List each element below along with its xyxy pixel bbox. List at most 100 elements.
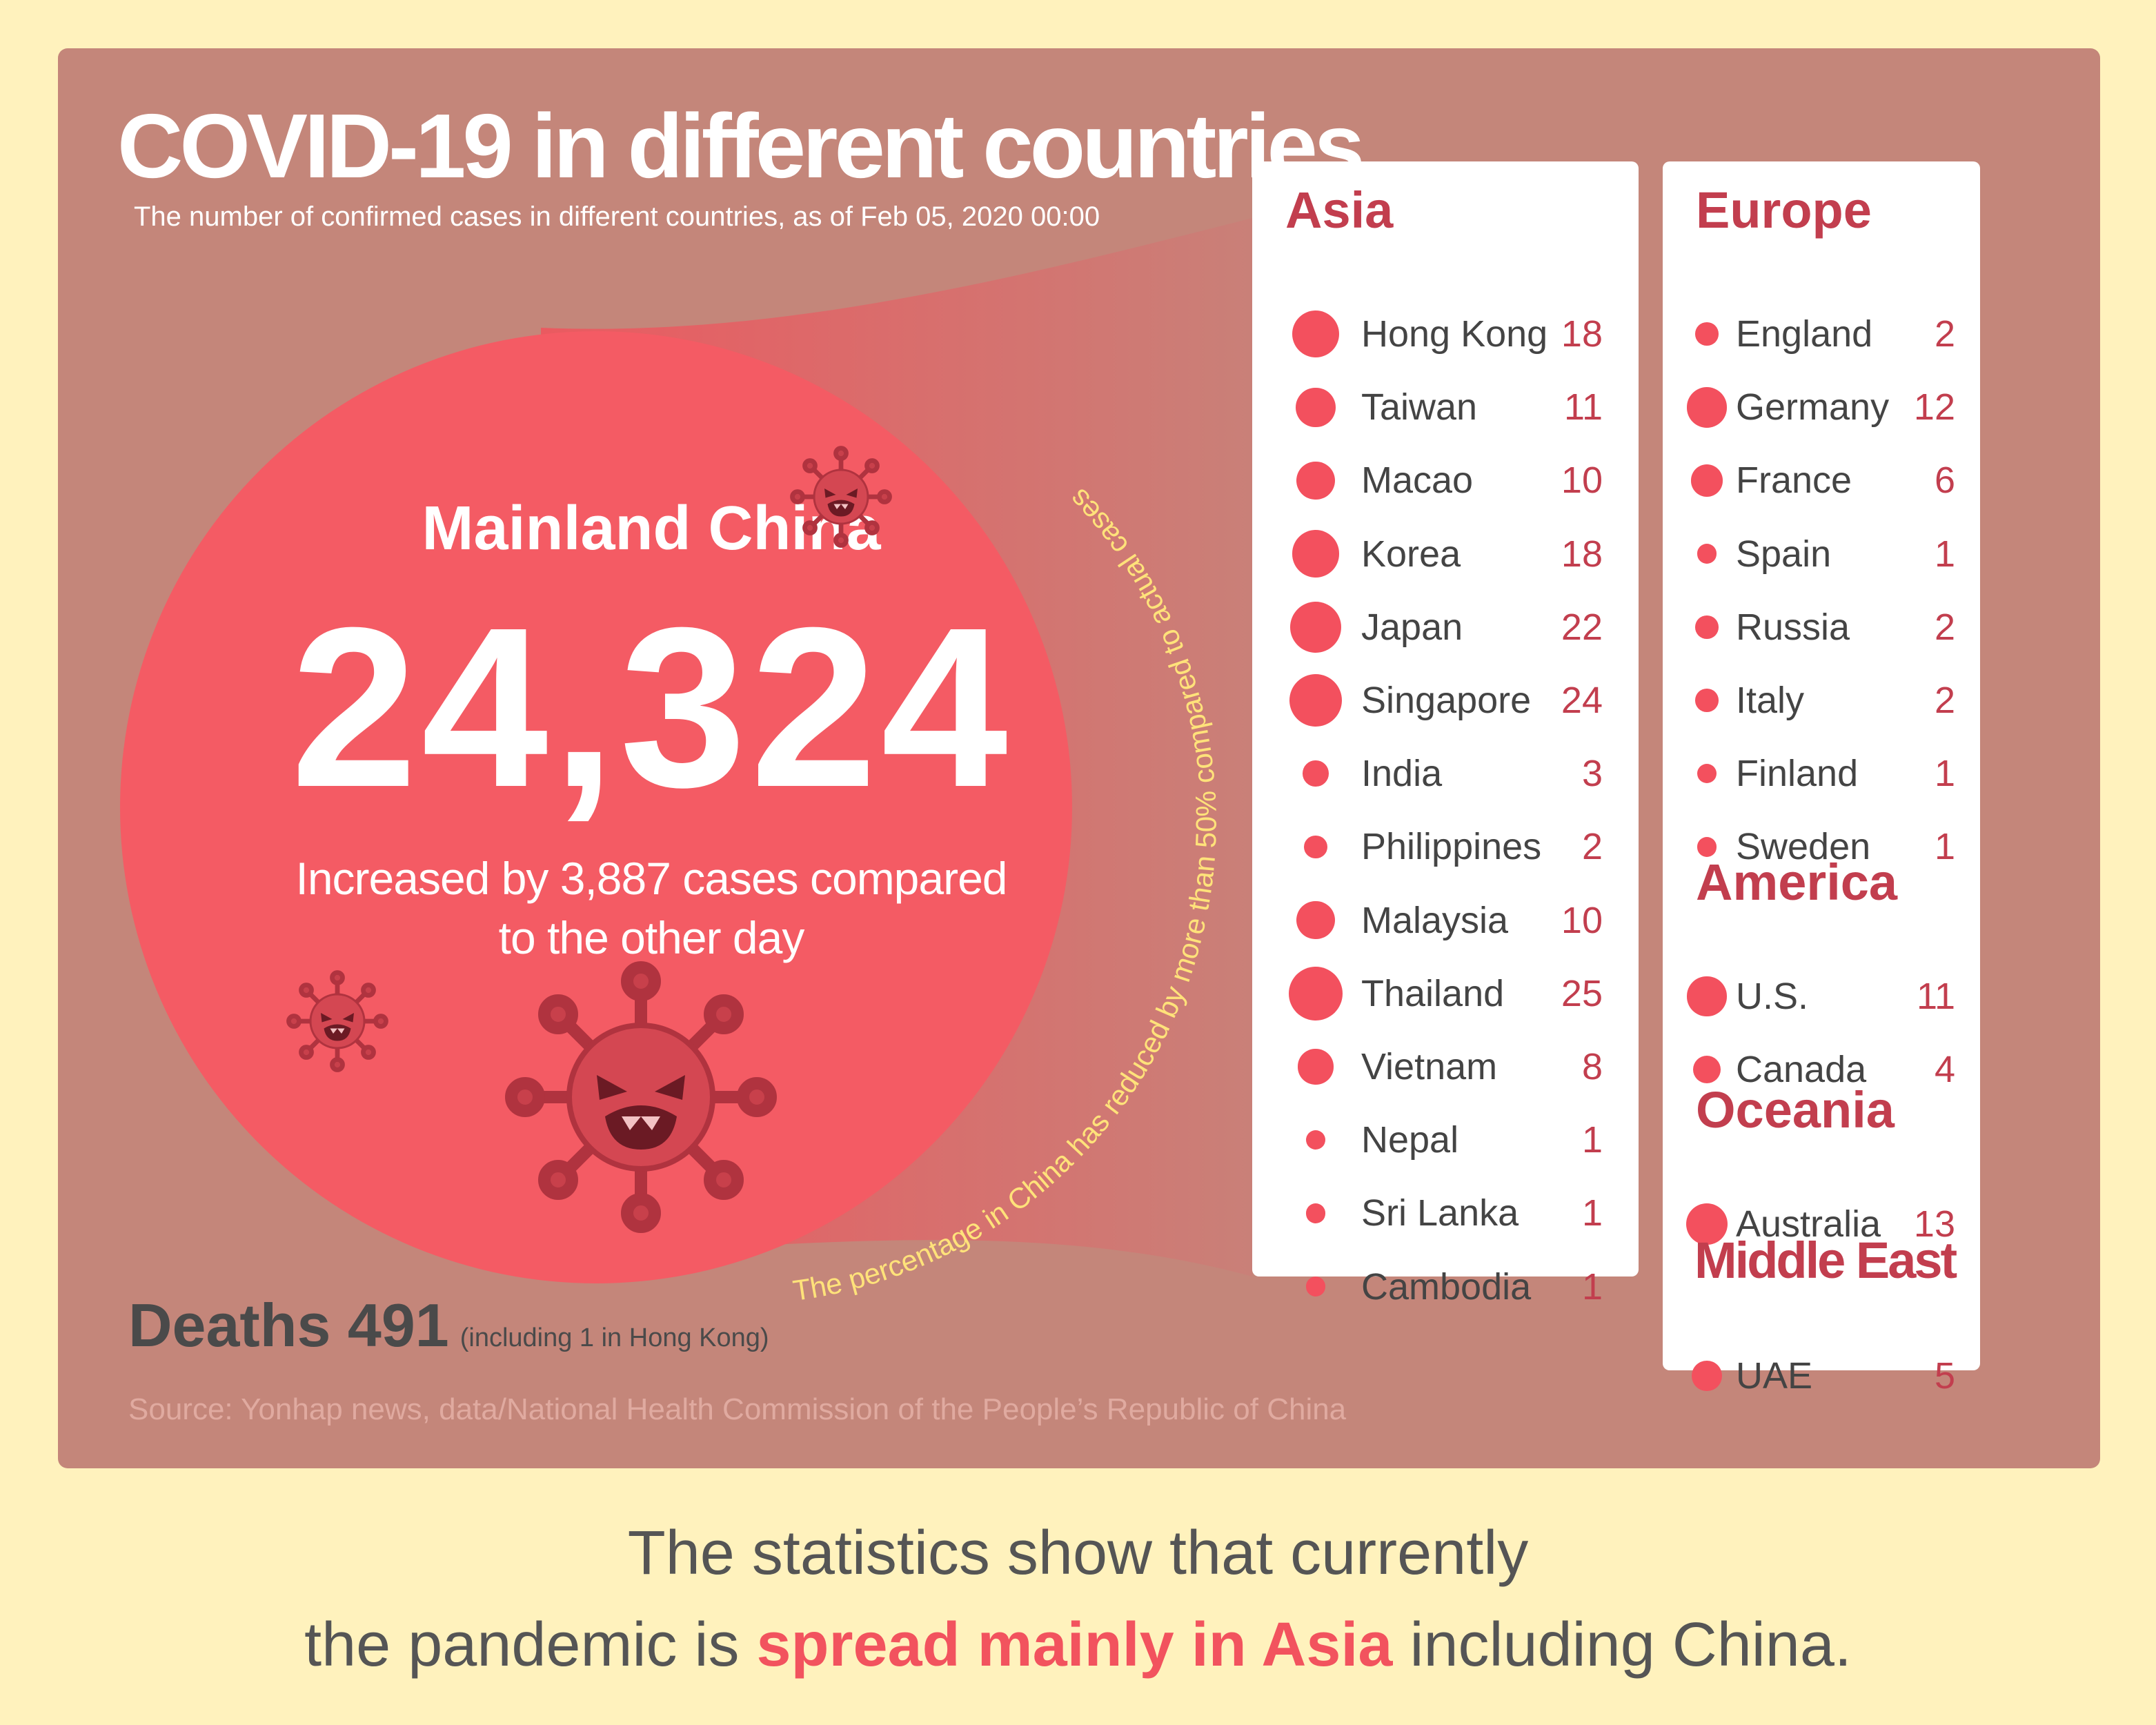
country-row: Nepal 1: [1252, 1112, 1639, 1167]
case-dot: [1289, 601, 1342, 653]
country-cases: 10: [1561, 460, 1603, 502]
country-name: Hong Kong: [1361, 313, 1548, 355]
country-row: Sweden 1: [1663, 819, 1980, 874]
case-dot: [1292, 530, 1340, 578]
country-row: Vietnam 8: [1252, 1039, 1639, 1094]
china-count: 24,324: [290, 580, 1012, 834]
case-dot: [1292, 310, 1340, 358]
bottom-line2-pre: the pandemic is: [304, 1610, 757, 1679]
country-cases: 18: [1561, 533, 1603, 575]
country-cases: 24: [1561, 680, 1603, 721]
case-dot: [1296, 461, 1335, 500]
country-cases: 1: [1581, 1119, 1603, 1161]
country-name: Germany: [1736, 386, 1890, 428]
country-name: Russia: [1736, 606, 1850, 648]
page-subtitle: The number of confirmed cases in differe…: [134, 201, 1100, 232]
country-name: India: [1361, 753, 1443, 795]
country-name: Singapore: [1361, 680, 1532, 721]
country-cases: 1: [1581, 1265, 1603, 1308]
country-row: Japan 22: [1252, 600, 1639, 655]
country-row: Singapore 24: [1252, 673, 1639, 728]
case-dot: [1686, 386, 1728, 428]
country-row: Russia 2: [1663, 600, 1980, 655]
other-regions-card: Europe England 2 Germany 12 France 6 Spain 1 Rus…: [1663, 161, 1980, 1397]
virus-icon: [503, 959, 779, 1235]
source-note: Source: Yonhap news, data/National Healt…: [128, 1392, 1347, 1426]
country-cases: 25: [1561, 972, 1603, 1014]
country-cases: 1: [1934, 533, 1955, 575]
case-dot: [1298, 1049, 1334, 1085]
country-cases: 4: [1934, 1049, 1955, 1090]
country-name: Vietnam: [1361, 1046, 1498, 1087]
case-dot: [1695, 689, 1719, 712]
case-dot: [1697, 544, 1717, 564]
country-cases: 13: [1913, 1203, 1955, 1245]
deaths: Deaths 491 (including 1 in Hong Kong): [128, 1290, 769, 1361]
bottom-line2: the pandemic is spread mainly in Asia in…: [0, 1610, 2156, 1681]
case-dot: [1695, 615, 1719, 639]
country-cases: 22: [1561, 606, 1603, 648]
country-name: Taiwan: [1361, 386, 1478, 428]
country-cases: 8: [1581, 1046, 1603, 1087]
china-increase-line1: Increased by 3,887 cases compared: [295, 853, 1008, 904]
country-row: Hong Kong 18: [1252, 306, 1639, 362]
country-row: UAE 5: [1663, 1348, 1980, 1403]
case-dot: [1692, 1055, 1721, 1084]
virus-icon: [789, 445, 893, 549]
region-title-europe: Europe: [1696, 181, 1872, 239]
case-dot: [1692, 1361, 1722, 1391]
case-dot: [1305, 1276, 1326, 1297]
case-dot: [1305, 1203, 1326, 1223]
country-cases: 2: [1581, 826, 1603, 868]
country-name: U.S.: [1736, 976, 1809, 1017]
china-increase-line2: to the other day: [498, 912, 805, 963]
country-name: Malaysia: [1361, 899, 1509, 941]
country-name: Macao: [1361, 460, 1474, 502]
china-label: Mainland China: [422, 494, 881, 563]
country-name: England: [1736, 313, 1873, 355]
country-name: France: [1736, 460, 1852, 502]
country-cases: 18: [1561, 313, 1603, 355]
country-row: England 2: [1663, 306, 1980, 362]
case-dot: [1289, 673, 1343, 727]
country-name: Australia: [1736, 1203, 1881, 1245]
case-dot: [1304, 835, 1327, 859]
country-row: Cambodia 1: [1252, 1259, 1639, 1314]
country-cases: 11: [1916, 976, 1955, 1017]
region-title-asia: Asia: [1285, 181, 1394, 239]
case-dot: [1296, 387, 1336, 427]
country-cases: 12: [1913, 386, 1955, 428]
country-cases: 2: [1934, 680, 1955, 721]
china-increase: Increased by 3,887 cases compared to the…: [230, 849, 1072, 967]
country-cases: 11: [1563, 386, 1603, 428]
country-cases: 2: [1934, 313, 1955, 355]
country-cases: 10: [1561, 899, 1603, 941]
country-cases: 1: [1934, 753, 1955, 795]
case-dot: [1289, 966, 1343, 1021]
country-row: Malaysia 10: [1252, 893, 1639, 948]
country-row: Korea 18: [1252, 526, 1639, 582]
country-cases: 5: [1934, 1355, 1955, 1397]
country-row: Sri Lanka 1: [1252, 1185, 1639, 1241]
country-name: Philippines: [1361, 826, 1542, 868]
country-cases: 6: [1934, 460, 1955, 502]
virus-icon: [286, 969, 389, 1073]
country-cases: 3: [1581, 753, 1603, 795]
country-row: Germany 12: [1663, 379, 1980, 435]
country-name: Sri Lanka: [1361, 1192, 1519, 1234]
country-name: Canada: [1736, 1049, 1867, 1090]
country-row: Thailand 25: [1252, 966, 1639, 1021]
country-row: Taiwan 11: [1252, 379, 1639, 435]
country-cases: 1: [1934, 826, 1955, 868]
country-name: Thailand: [1361, 972, 1505, 1014]
case-dot: [1695, 322, 1719, 346]
bottom-line1: The statistics show that currently: [627, 1519, 1529, 1588]
country-cases: 1: [1581, 1192, 1603, 1234]
case-dot: [1697, 837, 1717, 857]
page-title: COVID-19 in different countries: [117, 95, 1365, 197]
country-name: UAE: [1736, 1355, 1813, 1397]
country-name: Italy: [1736, 680, 1805, 721]
country-name: Cambodia: [1361, 1265, 1532, 1308]
bottom-line2-post: including China.: [1392, 1610, 1852, 1679]
case-dot: [1690, 464, 1723, 497]
